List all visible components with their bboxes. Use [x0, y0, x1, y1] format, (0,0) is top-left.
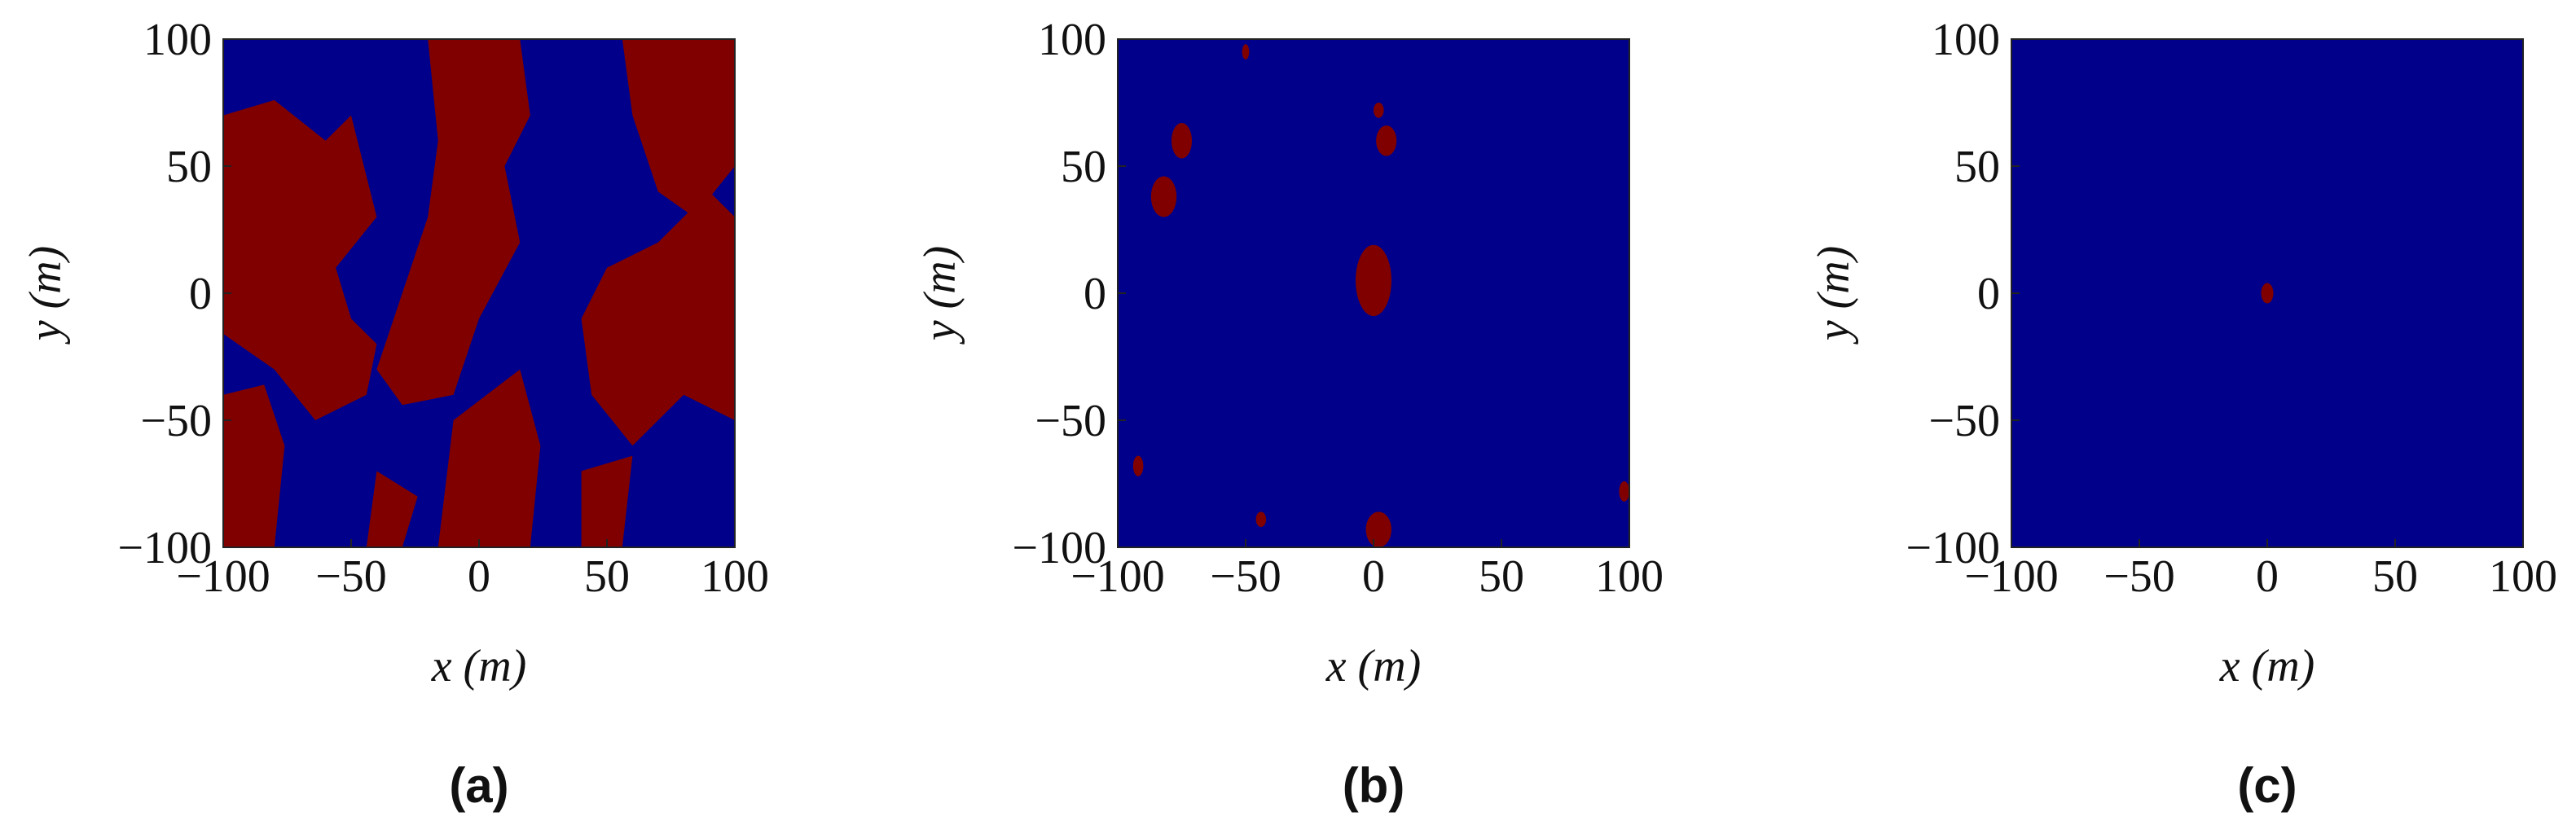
region: [1376, 125, 1397, 156]
x-tick-label: 50: [2372, 551, 2418, 602]
y-tick-label: 0: [1977, 269, 2000, 319]
map-regions: [1132, 44, 1629, 547]
y-tick-label: −100: [1906, 523, 2000, 573]
x-axis-label: x (m): [2219, 641, 2315, 691]
region: [581, 191, 735, 446]
region: [376, 39, 530, 406]
x-tick-label: 50: [1479, 551, 1524, 602]
region: [1619, 481, 1629, 502]
region: [1255, 511, 1267, 528]
y-tick-label: −50: [140, 396, 212, 446]
y-tick-label: 100: [1932, 15, 2000, 65]
y-tick-label: 100: [143, 15, 212, 65]
x-tick-label: 100: [2489, 551, 2557, 602]
x-axis-label: x (m): [431, 641, 527, 691]
x-axis-label: x (m): [1325, 641, 1422, 691]
map-regions: [2261, 283, 2274, 304]
x-tick-label: 0: [1362, 551, 1385, 602]
region: [1356, 244, 1391, 317]
y-tick-label: 0: [189, 269, 212, 319]
region: [1171, 122, 1193, 159]
x-tick-label: 100: [1595, 551, 1664, 602]
x-tick-label: −50: [315, 551, 387, 602]
y-tick-label: −100: [117, 523, 212, 573]
x-tick-label: −100: [176, 551, 270, 602]
y-tick-label: −100: [1012, 523, 1106, 573]
y-tick-label: −50: [1035, 396, 1106, 446]
x-tick-label: 0: [468, 551, 490, 602]
region: [2261, 283, 2274, 304]
y-axis-label: y (m): [915, 246, 965, 345]
x-tick-label: 50: [584, 551, 630, 602]
region: [1365, 511, 1391, 547]
region: [1374, 103, 1384, 118]
y-tick-label: 50: [166, 142, 212, 192]
region: [437, 369, 541, 547]
x-tick-label: −50: [2103, 551, 2175, 602]
panel-label: (c): [2237, 758, 2297, 813]
region: [581, 455, 633, 547]
y-tick-label: 50: [1061, 142, 1106, 192]
x-tick-label: −100: [1070, 551, 1165, 602]
region: [366, 471, 418, 547]
y-tick-label: −50: [1928, 396, 2000, 446]
x-tick-label: −50: [1210, 551, 1281, 602]
x-tick-label: −100: [1964, 551, 2059, 602]
y-axis-label: y (m): [20, 246, 71, 345]
panel-label: (a): [449, 758, 508, 813]
region: [1132, 455, 1144, 476]
x-tick-label: 100: [701, 551, 769, 602]
region: [223, 384, 285, 547]
region: [1242, 44, 1250, 59]
y-tick-label: 100: [1038, 15, 1106, 65]
y-tick-label: 0: [1084, 269, 1106, 319]
y-axis-label: y (m): [1809, 246, 1859, 345]
map-regions: [223, 39, 735, 547]
x-tick-label: 0: [2256, 551, 2279, 602]
panel-label: (b): [1343, 758, 1405, 813]
region: [1150, 176, 1177, 217]
region: [622, 39, 735, 217]
y-tick-label: 50: [1954, 142, 2000, 192]
region: [223, 99, 377, 420]
